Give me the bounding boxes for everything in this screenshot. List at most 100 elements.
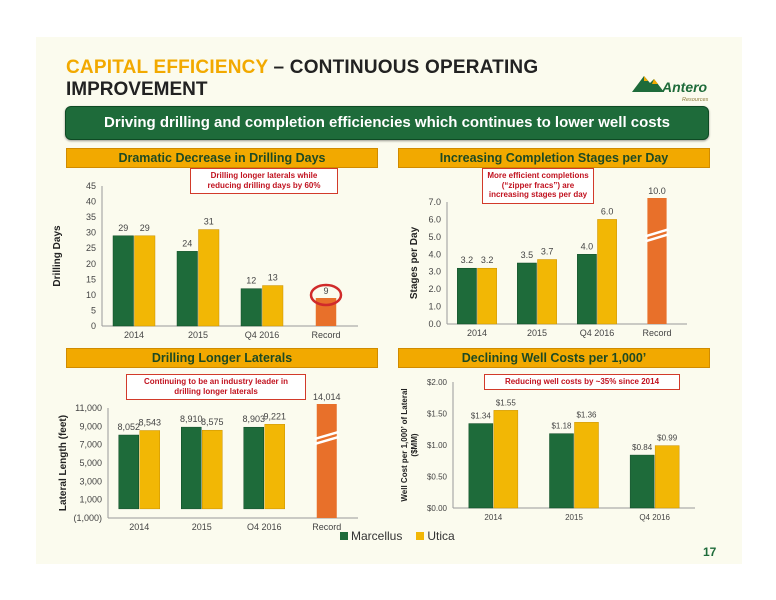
callout-well-costs: Reducing well costs by ~35% since 2014 xyxy=(484,374,680,390)
bar-utica xyxy=(654,445,680,509)
bar-utica xyxy=(574,422,599,509)
bar-utica xyxy=(198,229,220,327)
chart-longer-laterals: (1,000) 1,000 3,000 5,000 7,000 9,000 11,000 La… xyxy=(36,368,386,532)
data-label-marcellus: 4.0 xyxy=(581,241,594,251)
callout-drilling-days: Drilling longer laterals while reducing … xyxy=(190,168,338,194)
bar-utica xyxy=(493,410,519,509)
y-tick-label: 35 xyxy=(86,212,96,222)
y-tick-label: 3.0 xyxy=(428,267,441,277)
x-tick-label: Q4 2016 xyxy=(580,328,615,338)
data-label-record: 9 xyxy=(323,286,328,296)
bar-utica xyxy=(597,219,617,325)
data-label-utica: 3.2 xyxy=(481,255,494,265)
x-tick-label: 2015 xyxy=(188,330,208,340)
y-tick-label: $1.00 xyxy=(427,441,448,450)
highlight-circle xyxy=(309,283,343,307)
y-tick-label: 11,000 xyxy=(75,403,102,413)
x-tick-label: Q4 2016 xyxy=(245,330,280,340)
page-title: CAPITAL EFFICIENCY – CONTINUOUS OPERATIN… xyxy=(66,58,538,78)
y-axis-title: Well Cost per 1,000’ of Lateral($MM) xyxy=(400,388,419,501)
callout-longer-laterals: Continuing to be an industry leader in d… xyxy=(126,374,306,400)
x-tick-label: Q4 2016 xyxy=(247,522,282,530)
y-tick-label: (1,000) xyxy=(73,513,102,523)
y-tick-label: 0 xyxy=(91,321,96,331)
y-tick-label: 6.0 xyxy=(428,214,441,224)
chart-drilling-days: 0 5 10 15 20 25 30 35 40 45 Drilling Days 2014 29 29 2… xyxy=(36,168,386,348)
data-label-utica: 3.7 xyxy=(541,247,554,257)
bar-marcellus xyxy=(181,426,202,510)
y-tick-label: 7.0 xyxy=(428,197,441,207)
section-header-drilling-days: Dramatic Decrease in Drilling Days xyxy=(66,148,378,168)
bar-marcellus xyxy=(112,235,134,327)
legend-swatch-marcellus xyxy=(340,532,348,540)
bar-marcellus xyxy=(549,433,574,509)
y-tick-label: 15 xyxy=(86,274,96,284)
logo-text: Antero xyxy=(661,79,708,95)
y-tick-label: 1.0 xyxy=(428,302,441,312)
legend-item-utica: Utica xyxy=(416,529,455,543)
data-label-marcellus: $1.18 xyxy=(551,422,572,431)
x-tick-label: 2014 xyxy=(124,330,144,340)
data-label-utica: $1.36 xyxy=(576,410,597,419)
bar-marcellus xyxy=(577,254,597,325)
axis-break-mark xyxy=(314,430,340,446)
y-tick-label: 25 xyxy=(86,243,96,253)
data-label-utica: 9,221 xyxy=(263,411,286,421)
y-tick-label: $1.50 xyxy=(427,410,448,419)
y-tick-label: $0.00 xyxy=(427,504,448,513)
data-label-record: 10.0 xyxy=(648,186,666,196)
bar-marcellus xyxy=(517,262,537,325)
data-label-utica: 29 xyxy=(140,223,150,233)
data-label-utica: 6.0 xyxy=(601,206,614,216)
chart-legend: Marcellus Utica xyxy=(340,529,455,543)
data-label-marcellus: 12 xyxy=(246,276,256,286)
bar-marcellus xyxy=(629,454,655,509)
x-tick-label: Record xyxy=(642,328,671,338)
y-tick-label: 2.0 xyxy=(428,284,441,294)
page-number: 17 xyxy=(703,545,717,559)
y-tick-label: 10 xyxy=(86,290,96,300)
bar-marcellus xyxy=(468,423,494,509)
bar-utica xyxy=(134,235,156,327)
y-tick-label: 45 xyxy=(86,181,96,191)
bar-marcellus xyxy=(176,251,198,327)
legend-label-marcellus: Marcellus xyxy=(351,529,403,543)
bar-marcellus xyxy=(243,426,264,510)
y-tick-label: $0.50 xyxy=(427,473,448,482)
y-tick-label: $2.00 xyxy=(427,378,448,387)
y-tick-label: 20 xyxy=(86,259,96,269)
y-tick-label: 3,000 xyxy=(79,476,102,486)
data-label-marcellus: 8,052 xyxy=(117,422,140,432)
data-label-marcellus: 24 xyxy=(182,238,192,248)
x-tick-label: Q4 2016 xyxy=(639,513,670,522)
x-tick-label: 2014 xyxy=(484,513,502,522)
title-rest: – CONTINUOUS OPERATING xyxy=(268,57,539,78)
bar-utica xyxy=(264,424,285,510)
bar-utica xyxy=(202,429,223,510)
y-tick-label: 40 xyxy=(86,197,96,207)
data-label-utica: 8,575 xyxy=(201,417,224,427)
y-tick-label: 5,000 xyxy=(79,458,102,468)
x-tick-label: Record xyxy=(312,522,341,530)
data-label-marcellus: 8,910 xyxy=(180,414,203,424)
data-label-utica: $0.99 xyxy=(657,434,678,443)
section-header-completion-stages: Increasing Completion Stages per Day xyxy=(398,148,710,168)
x-tick-label: 2015 xyxy=(527,328,547,338)
chart-completion-stages: 0.0 1.0 2.0 3.0 4.0 5.0 6.0 7.0 Stages per Day 20… xyxy=(395,168,715,348)
data-label-utica: 31 xyxy=(204,217,214,227)
bar-record xyxy=(315,298,337,326)
data-label-utica: $1.55 xyxy=(496,398,517,407)
x-tick-label: 2014 xyxy=(467,328,487,338)
y-tick-label: 4.0 xyxy=(428,249,441,259)
x-tick-label: 2015 xyxy=(192,522,212,530)
data-label-utica: 13 xyxy=(268,273,278,283)
section-header-well-costs: Declining Well Costs per 1,000’ xyxy=(398,348,710,368)
x-tick-label: Record xyxy=(311,330,340,340)
axis-break-mark xyxy=(645,228,669,243)
y-axis-title: Drilling Days xyxy=(52,225,63,287)
y-tick-label: 0.0 xyxy=(428,319,441,329)
x-tick-label: 2015 xyxy=(565,513,583,522)
data-label-marcellus: $1.34 xyxy=(471,412,492,421)
x-tick-label: 2014 xyxy=(129,522,149,530)
data-label-marcellus: $0.84 xyxy=(632,443,653,452)
